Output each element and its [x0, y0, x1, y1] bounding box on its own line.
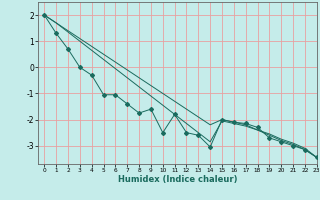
X-axis label: Humidex (Indice chaleur): Humidex (Indice chaleur) [118, 175, 237, 184]
